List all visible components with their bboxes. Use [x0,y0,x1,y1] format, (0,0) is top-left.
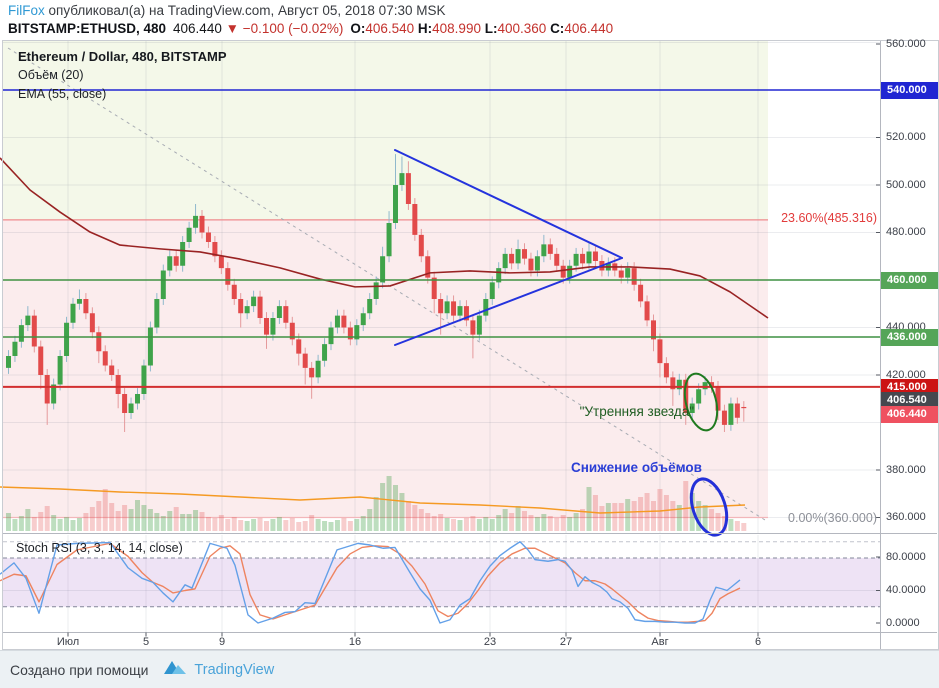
price-badge: 415.000 [881,378,938,396]
price-axis-label: 500.000 [886,178,926,191]
time-axis-label: 23 [483,636,497,648]
ema-indicator-label[interactable]: EMA (55, close) [18,87,107,101]
stoch-axis-label: 40.0000 [886,584,926,596]
author-link[interactable]: FilFox [8,3,45,18]
fib-236-label: 23.60%(485.316) [781,211,877,225]
price-badge: 540.000 [881,81,938,99]
publish-bar: FilFox опубликовал(а) на TradingView.com… [0,0,939,40]
change-value: −0.100 (−0.02%) [242,21,344,36]
price-axis-label: 420.000 [886,368,926,381]
tradingview-brand-link[interactable]: TradingView [194,661,275,678]
price-axis-label: 360.000 [886,511,926,523]
attribution-footer: Создано при помощи TradingView [0,650,939,688]
change-arrow-icon: ▼ [225,21,239,36]
volume-decline-annotation: Снижение объёмов [571,460,702,475]
chart-legend-title[interactable]: Ethereum / Dollar, 480, BITSTAMP [18,49,227,64]
time-axis-label: Авг [651,636,669,648]
price-axis-label: 480.000 [886,226,926,238]
high-label: H: [417,21,433,36]
morning-star-annotation: "Утренняя звезда" [579,404,694,419]
ohlc-bar: BITSTAMP:ETHUSD, 480 406.440 ▼ −0.100 (−0… [8,21,613,36]
time-axis-label: 6 [754,636,762,648]
time-axis-label: 27 [559,636,573,648]
open-value: 406.540 [365,21,415,36]
tradingview-logo-icon [162,658,188,681]
price-badge: 406.440 [881,406,938,423]
attribution-text: Создано при помощи [10,661,149,678]
price-axis-label: 560.000 [886,37,926,50]
open-label: O: [350,21,366,36]
low-value: 400.360 [497,21,547,36]
stoch-axis-label: 0.0000 [886,616,920,629]
price-badge: 436.000 [881,328,938,346]
time-axis-label: 16 [348,636,362,648]
fib-0-label: 0.00%(360.000) [788,511,877,525]
price-badge: 406.540 [881,391,938,409]
last-price: 406.440 [173,21,222,36]
price-chart-svg[interactable] [0,40,939,650]
stoch-rsi-label[interactable]: Stoch RSI (3, 3, 14, 14, close) [16,541,183,555]
time-axis-label: 9 [218,636,226,648]
price-axis-label: 380.000 [886,463,926,476]
stoch-axis-label: 80.0000 [886,550,926,563]
high-value: 408.990 [432,21,481,36]
close-value: 406.440 [564,21,614,36]
volume-indicator-label[interactable]: Объём (20) [18,68,84,82]
price-axis-label: 520.000 [886,131,926,143]
time-axis-label: 5 [142,636,150,648]
time-axis-label: Июл [56,636,80,648]
price-badge: 460.000 [881,271,938,289]
close-label: C: [550,21,565,36]
low-label: L: [484,21,498,36]
publish-text: опубликовал(а) на TradingView.com, Авгус… [44,3,446,18]
chart-area: Ethereum / Dollar, 480, BITSTAMP Объём (… [0,37,939,650]
publish-line: FilFox опубликовал(а) на TradingView.com… [8,3,445,18]
symbol-title[interactable]: BITSTAMP:ETHUSD, 480 [8,21,167,36]
